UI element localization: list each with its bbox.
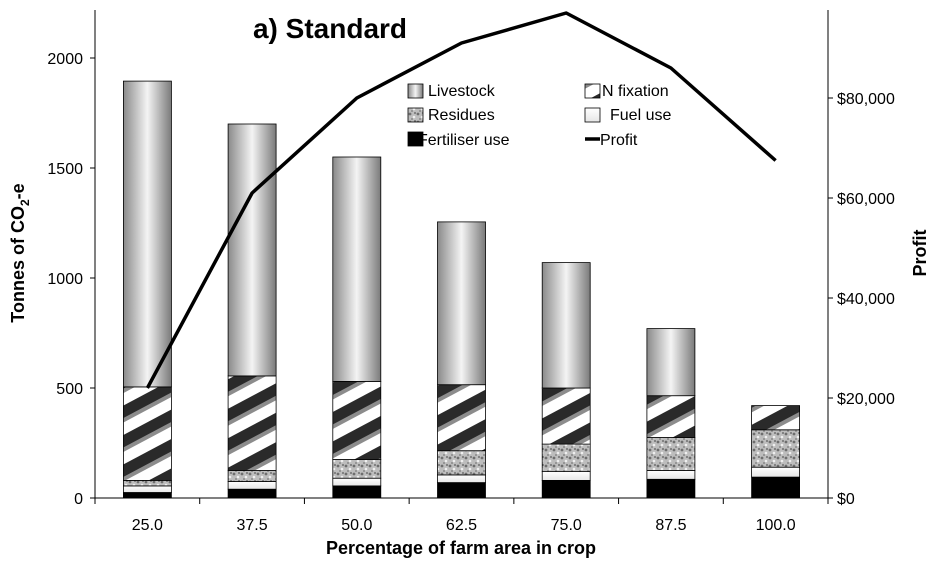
legend-label-profit: Profit <box>600 132 638 149</box>
x-tick-label: 62.5 <box>446 517 477 534</box>
right-axis-ticks: $0 $20,000 $40,000 $60,000 $80,000 <box>828 91 895 508</box>
bar-n-fixation-50-0 <box>332 380 382 460</box>
bar-fuel-use-87-5 <box>646 470 696 480</box>
bar-livestock-87-5 <box>646 328 696 397</box>
y-tick-label: 2000 <box>47 51 83 68</box>
legend-swatch-nfixation <box>584 83 601 99</box>
bar-fuel-use-37-5 <box>227 481 277 490</box>
y-tick-label: 1000 <box>47 271 83 288</box>
x-tick-label: 50.0 <box>341 517 372 534</box>
bar-fertiliser-use-87-5 <box>646 478 696 499</box>
bar-fertiliser-use-75-0 <box>541 479 591 499</box>
legend-item-livestock: Livestock <box>407 83 496 100</box>
legend-item-fertiliser-use: Fertiliser use <box>407 131 510 149</box>
bar-fuel-use-75-0 <box>541 471 591 481</box>
bar-n-fixation-37-5 <box>227 375 277 471</box>
bar-livestock-75-0 <box>541 262 591 389</box>
bar-livestock-50-0 <box>332 156 382 382</box>
bar-livestock-37-5 <box>227 123 277 377</box>
legend-item-residues: Residues <box>407 107 495 124</box>
legend-swatch-residues <box>407 107 424 123</box>
legend-label-fertiliser-use: Fertiliser use <box>418 132 510 149</box>
bar-fuel-use-62-5 <box>437 474 486 483</box>
legend: Livestock N fixation Residues Fuel use F… <box>407 83 671 149</box>
bar-n-fixation-87-5 <box>646 395 696 438</box>
bar-livestock-25-0 <box>123 80 172 388</box>
legend-swatch-fuel-use <box>584 107 601 123</box>
bar-fertiliser-use-62-5 <box>437 482 486 499</box>
bar-fertiliser-use-25-0 <box>123 492 172 499</box>
left-axis-ticks: 0 500 1000 1500 2000 <box>47 51 95 508</box>
y2-tick-label: $0 <box>837 491 855 508</box>
y-tick-label: 1500 <box>47 161 83 178</box>
bar-fuel-use-100-0 <box>751 466 800 478</box>
x-tick-label: 100.0 <box>756 517 796 534</box>
legend-label-residues: Residues <box>428 107 495 124</box>
bar-fuel-use-50-0 <box>332 477 382 487</box>
plot-area: 0 500 1000 1500 2000 $0 $20,000 $40,000 $60,000… <box>47 10 895 534</box>
y2-tick-label: $20,000 <box>837 391 895 408</box>
y-tick-label: 500 <box>56 381 83 398</box>
y2-tick-label: $80,000 <box>837 91 895 108</box>
bar-n-fixation-62-5 <box>437 384 486 452</box>
y-axis-title: Tonnes of CO2-e <box>8 183 32 322</box>
bar-residues-25-0 <box>123 479 172 487</box>
bar-residues-37-5 <box>227 470 277 482</box>
bar-fertiliser-use-37-5 <box>227 488 277 499</box>
legend-label-fuel-use: Fuel use <box>610 107 671 124</box>
legend-item-nfixation: N fixation <box>584 83 669 100</box>
bar-residues-87-5 <box>646 437 696 471</box>
x-tick-label: 87.5 <box>655 517 686 534</box>
chart-title: a) Standard <box>253 13 407 44</box>
x-tick-label: 37.5 <box>237 517 268 534</box>
bar-residues-100-0 <box>751 429 800 468</box>
legend-swatch-livestock <box>407 83 424 99</box>
bar-n-fixation-75-0 <box>541 387 591 445</box>
legend-item-fuel-use: Fuel use <box>584 107 671 124</box>
profit-line <box>145 11 777 389</box>
bar-livestock-62-5 <box>437 221 486 386</box>
x-tick-label: 75.0 <box>551 517 582 534</box>
legend-label-nfixation: N fixation <box>602 83 669 100</box>
bar-n-fixation-100-0 <box>751 405 800 431</box>
y2-tick-label: $60,000 <box>837 191 895 208</box>
legend-label-livestock: Livestock <box>428 83 496 100</box>
bar-residues-50-0 <box>332 459 382 479</box>
bar-fuel-use-25-0 <box>123 485 172 493</box>
y-tick-label: 0 <box>74 491 83 508</box>
bar-residues-75-0 <box>541 443 591 473</box>
bar-residues-62-5 <box>437 450 486 476</box>
x-tick-label: 25.0 <box>132 517 163 534</box>
x-axis-ticks: 25.0 37.5 50.0 62.5 75.0 87.5 100.0 <box>94 498 829 534</box>
bar-n-fixation-25-0 <box>123 386 172 481</box>
y2-axis-title: Profit <box>910 229 930 276</box>
x-axis-title: Percentage of farm area in crop <box>326 538 596 558</box>
y2-tick-label: $40,000 <box>837 291 895 308</box>
bar-fertiliser-use-100-0 <box>751 476 800 499</box>
bars-group <box>123 80 800 499</box>
bar-fertiliser-use-50-0 <box>332 485 382 499</box>
legend-swatch-fertiliser-use <box>407 131 424 147</box>
legend-item-profit: Profit <box>585 132 638 149</box>
